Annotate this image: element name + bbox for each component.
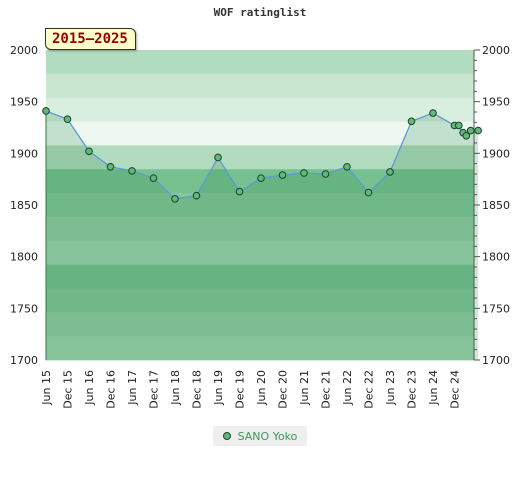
- legend[interactable]: SANO Yoko: [213, 426, 307, 446]
- x-tick-label: Jun 16: [83, 370, 96, 406]
- data-point[interactable]: [321, 170, 330, 178]
- x-tick-label: Jun 21: [298, 370, 311, 406]
- data-point[interactable]: [106, 162, 115, 171]
- x-tick-label: Dec 15: [62, 370, 75, 409]
- data-point[interactable]: [300, 169, 308, 177]
- data-point[interactable]: [128, 167, 136, 175]
- y-tick-label-left: 1850: [10, 199, 38, 212]
- data-point[interactable]: [386, 168, 394, 176]
- y-tick-label-left: 1800: [10, 251, 38, 264]
- data-point[interactable]: [407, 117, 416, 126]
- y-tick-label-right: 1850: [482, 199, 510, 212]
- x-tick-label: Jun 19: [212, 370, 225, 406]
- data-point[interactable]: [63, 115, 72, 124]
- y-tick-label-left: 1900: [10, 147, 38, 160]
- legend-marker-icon: [222, 432, 231, 440]
- data-point[interactable]: [429, 109, 437, 117]
- rating-area-fill: [46, 110, 479, 360]
- x-tick-label: Jun 20: [255, 370, 268, 406]
- band: [46, 97, 474, 123]
- x-tick-label: Dec 18: [191, 370, 204, 409]
- y-axis-left: 1700 1750 1800 1850 1900 1950 2000: [10, 44, 38, 367]
- x-tick-label: Dec 21: [320, 370, 333, 409]
- band: [46, 240, 474, 266]
- data-point[interactable]: [171, 195, 179, 203]
- x-tick-label: Jun 15: [40, 370, 53, 406]
- y-tick-label-left: 1950: [10, 96, 38, 109]
- band: [46, 264, 474, 289]
- y-tick-label-right: 1700: [482, 354, 510, 367]
- band: [46, 73, 474, 99]
- y-tick-label-left: 1700: [10, 354, 38, 367]
- data-point[interactable]: [42, 107, 50, 115]
- data-point[interactable]: [85, 147, 93, 156]
- y-tick-label-right: 2000: [482, 44, 510, 57]
- x-tick-label: Dec 24: [449, 370, 462, 409]
- x-tick-label: Dec 20: [277, 370, 290, 409]
- y-tick-label-left: 2000: [10, 44, 38, 57]
- x-tick-label: Dec 19: [234, 370, 247, 409]
- x-tick-label: Dec 17: [148, 370, 161, 409]
- y-tick-label-left: 1750: [10, 302, 38, 315]
- band: [46, 193, 474, 218]
- x-tick-label: Jun 18: [169, 370, 182, 406]
- x-tick-label: Dec 22: [363, 370, 376, 409]
- data-point[interactable]: [364, 188, 373, 197]
- data-point[interactable]: [214, 153, 222, 162]
- band: [46, 312, 474, 337]
- band: [46, 216, 474, 242]
- data-point[interactable]: [343, 162, 351, 171]
- period-badge: 2015—2025: [45, 28, 136, 50]
- data-point[interactable]: [455, 121, 463, 130]
- x-tick-label: Jun 17: [126, 370, 139, 406]
- band: [46, 288, 474, 313]
- data-point[interactable]: [278, 171, 287, 179]
- band: [46, 50, 474, 75]
- y-tick-label-right: 1800: [482, 251, 510, 264]
- x-tick-label: Jun 24: [427, 370, 440, 406]
- y-tick-label-right: 1900: [482, 147, 510, 160]
- data-point[interactable]: [462, 131, 471, 140]
- x-tick-label: Dec 23: [406, 370, 419, 409]
- data-point[interactable]: [257, 174, 265, 182]
- x-tick-label: Jun 22: [341, 370, 354, 406]
- y-axis-right: 1700 1750 1800 1850 1900 1950 2000: [473, 44, 510, 367]
- x-tick-label: Jun 23: [384, 370, 397, 406]
- chart-title: WOF ratinglist: [213, 6, 307, 19]
- y-tick-label-right: 1750: [482, 302, 510, 315]
- band: [46, 145, 474, 170]
- x-tick-label: Dec 16: [105, 370, 118, 409]
- legend-label: SANO Yoko: [237, 429, 298, 443]
- rating-area: [45, 110, 479, 360]
- y-tick-label-right: 1950: [482, 96, 510, 109]
- data-point[interactable]: [149, 174, 158, 182]
- data-point[interactable]: [466, 126, 475, 135]
- band: [46, 336, 474, 361]
- data-point[interactable]: [192, 191, 201, 200]
- data-point[interactable]: [235, 187, 244, 196]
- rating-points: [42, 107, 482, 203]
- x-axis: Jun 15 Dec 15 Jun 16 Dec 16 Jun 17 Dec 17 Jun …: [40, 370, 462, 409]
